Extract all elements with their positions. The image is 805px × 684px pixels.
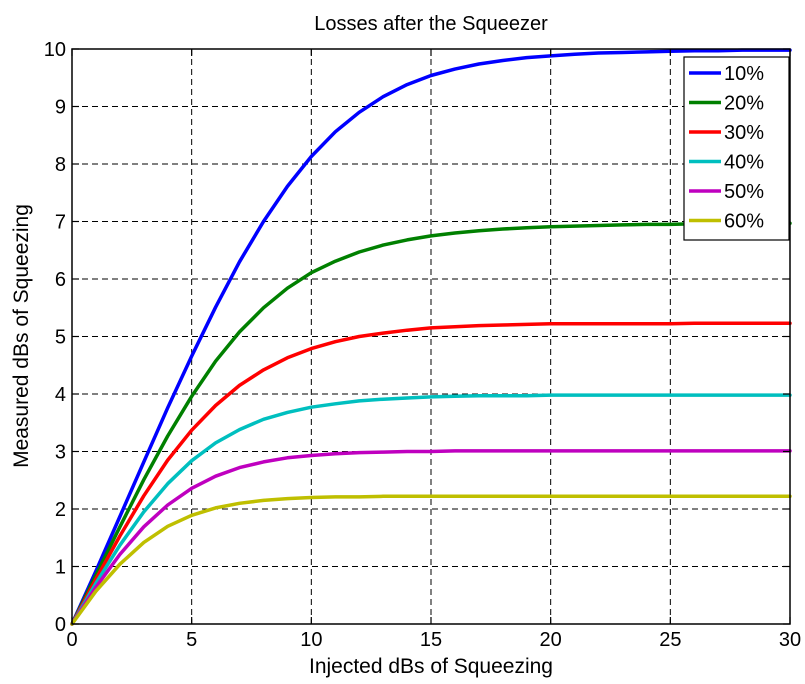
- y-tick-label: 9: [55, 97, 66, 119]
- y-tick-label: 1: [55, 557, 66, 579]
- y-tick-label: 3: [55, 442, 66, 464]
- x-tick-label: 0: [66, 629, 77, 651]
- x-tick-label: 20: [540, 629, 562, 651]
- x-tick-label: 30: [779, 629, 801, 651]
- legend-label: 50%: [724, 181, 764, 203]
- x-tick-label: 25: [659, 629, 681, 651]
- series-line-20pct: [70, 221, 792, 626]
- legend-label: 60%: [724, 211, 764, 233]
- legend-label: 30%: [724, 122, 764, 144]
- y-axis-label: Measured dBs of Squeezing: [10, 204, 33, 468]
- x-axis-label: Injected dBs of Squeezing: [309, 655, 553, 678]
- x-tick-label: 5: [186, 629, 197, 651]
- y-tick-label: 7: [55, 212, 66, 234]
- y-tick-label: 10: [44, 39, 66, 61]
- grid-layer: [72, 49, 790, 624]
- series-line-60pct: [70, 494, 792, 626]
- y-tick-label: 5: [55, 327, 66, 349]
- y-tick-label: 4: [55, 384, 66, 406]
- legend-box: [683, 56, 790, 241]
- legend-label: 10%: [724, 63, 764, 85]
- legend-label: 20%: [724, 93, 764, 115]
- legend: 10% 20% 30% 40% 50% 60%: [683, 56, 790, 241]
- series-line-50pct: [70, 449, 792, 626]
- legend-label: 40%: [724, 152, 764, 174]
- y-tick-label: 2: [55, 499, 66, 521]
- y-tick-label: 0: [55, 614, 66, 636]
- x-tick-label: 15: [420, 629, 442, 651]
- x-tick-label: 10: [300, 629, 322, 651]
- series-line-30pct: [70, 321, 792, 626]
- y-tick-label: 8: [55, 154, 66, 176]
- tick-layer: 0 5 10 15 20 25 30 0 1 2 3 4 5 6 7 8 9 10: [44, 39, 801, 651]
- chart-title: Losses after the Squeezer: [314, 13, 548, 35]
- series-line-40pct: [70, 393, 792, 626]
- y-tick-label: 6: [55, 269, 66, 291]
